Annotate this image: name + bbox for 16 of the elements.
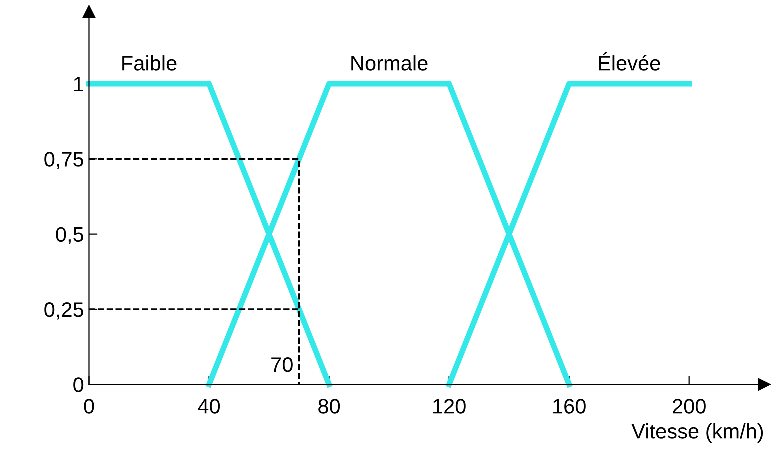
x-tick-label: 80 [318, 399, 340, 414]
x-tick-label: 200 [673, 399, 706, 414]
y-tick-label: 0,5 [56, 227, 84, 245]
series-label: Faible [122, 56, 177, 71]
x-axis-title: Vitesse (km/h) [632, 424, 764, 443]
x-tick-label: 0 [84, 399, 94, 414]
y-tick-label: 0 [74, 378, 84, 392]
y-tick-label: 0,25 [44, 302, 84, 320]
series-label: Élevée [599, 52, 660, 71]
series-label: Normale [352, 56, 428, 71]
x-tick-label: 120 [434, 399, 466, 414]
x-tick-label: 40 [198, 399, 220, 414]
y-tick-label: 1 [74, 77, 84, 92]
x-tick-label: 160 [554, 399, 586, 414]
y-tick-label: 0,75 [44, 152, 84, 170]
annotation: 70 [272, 357, 293, 372]
